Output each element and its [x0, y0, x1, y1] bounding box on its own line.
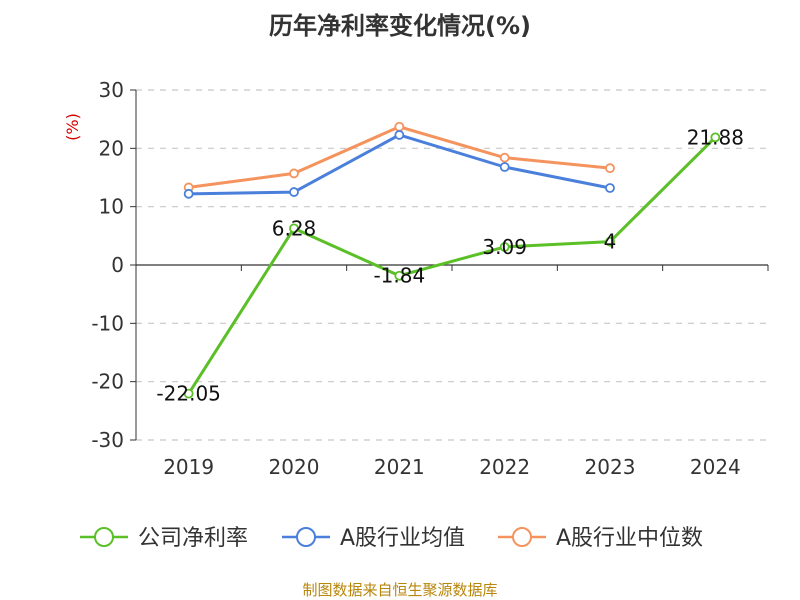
series-point-2 — [289, 168, 299, 179]
x-tick-labels: 2019 2020 2021 2022 2023 2024 — [163, 455, 741, 479]
series-point-0 — [289, 223, 299, 234]
series-line-1 — [188, 133, 611, 196]
x-tick-label: 2019 — [163, 455, 214, 479]
y-tick-label: 30 — [99, 78, 124, 102]
x-tick-label: 2024 — [690, 455, 741, 479]
legend-swatch-marker — [296, 527, 316, 547]
source-note: 制图数据来自恒生聚源数据库 — [302, 581, 497, 599]
series-point-1 — [289, 187, 299, 197]
legend-label: A股行业均值 — [340, 526, 465, 551]
y-tick-labels: 30 20 10 0 -10 -20 -30 — [91, 78, 124, 452]
series-point-0 — [710, 132, 721, 143]
y-tick-label: 0 — [111, 253, 124, 277]
data-label: 21.88 — [687, 125, 744, 149]
y-tick-label: 20 — [99, 136, 124, 160]
x-tick-label: 2021 — [374, 455, 425, 479]
series-point-0 — [499, 242, 510, 252]
legend: 公司净利率 A股行业均值 A股行业中位数 — [80, 526, 703, 551]
x-tick-label: 2023 — [585, 455, 636, 479]
data-label: -1.84 — [373, 264, 425, 288]
series-point-2 — [605, 163, 615, 174]
chart-title: 历年净利率变化情况(%) — [269, 12, 531, 40]
legend-label: 公司净利率 — [138, 526, 248, 551]
series-point-2 — [499, 152, 510, 163]
series-point-1 — [183, 188, 194, 199]
series-layer — [183, 121, 721, 399]
series-line-0 — [187, 136, 717, 395]
legend-swatch-marker — [512, 527, 532, 547]
y-tick-label: 10 — [99, 195, 124, 219]
series-point-2 — [394, 121, 405, 132]
y-tick-label: -30 — [91, 428, 124, 452]
x-tick-label: 2020 — [269, 455, 320, 479]
y-tick-label: -10 — [91, 311, 124, 335]
series-point-1 — [605, 183, 615, 193]
axes — [130, 89, 769, 441]
y-tick-label: -20 — [91, 370, 124, 394]
data-label: 4 — [604, 230, 617, 254]
series-point-0 — [605, 236, 615, 247]
y-axis-label: (%) — [63, 113, 82, 141]
legend-label: A股行业中位数 — [556, 526, 703, 551]
data-label: -22.05 — [156, 382, 220, 406]
data-label: 6.28 — [272, 216, 317, 240]
legend-swatch-marker — [94, 527, 114, 547]
series-point-1 — [394, 130, 405, 140]
data-labels: -22.05 6.28 -1.84 3.09 4 21.88 — [156, 125, 744, 405]
series-point-0 — [183, 388, 194, 399]
x-tick-label: 2022 — [479, 455, 530, 479]
grid-lines — [136, 89, 768, 441]
series-point-1 — [499, 162, 510, 172]
series-point-0 — [394, 270, 405, 281]
data-label: 3.09 — [482, 235, 527, 259]
